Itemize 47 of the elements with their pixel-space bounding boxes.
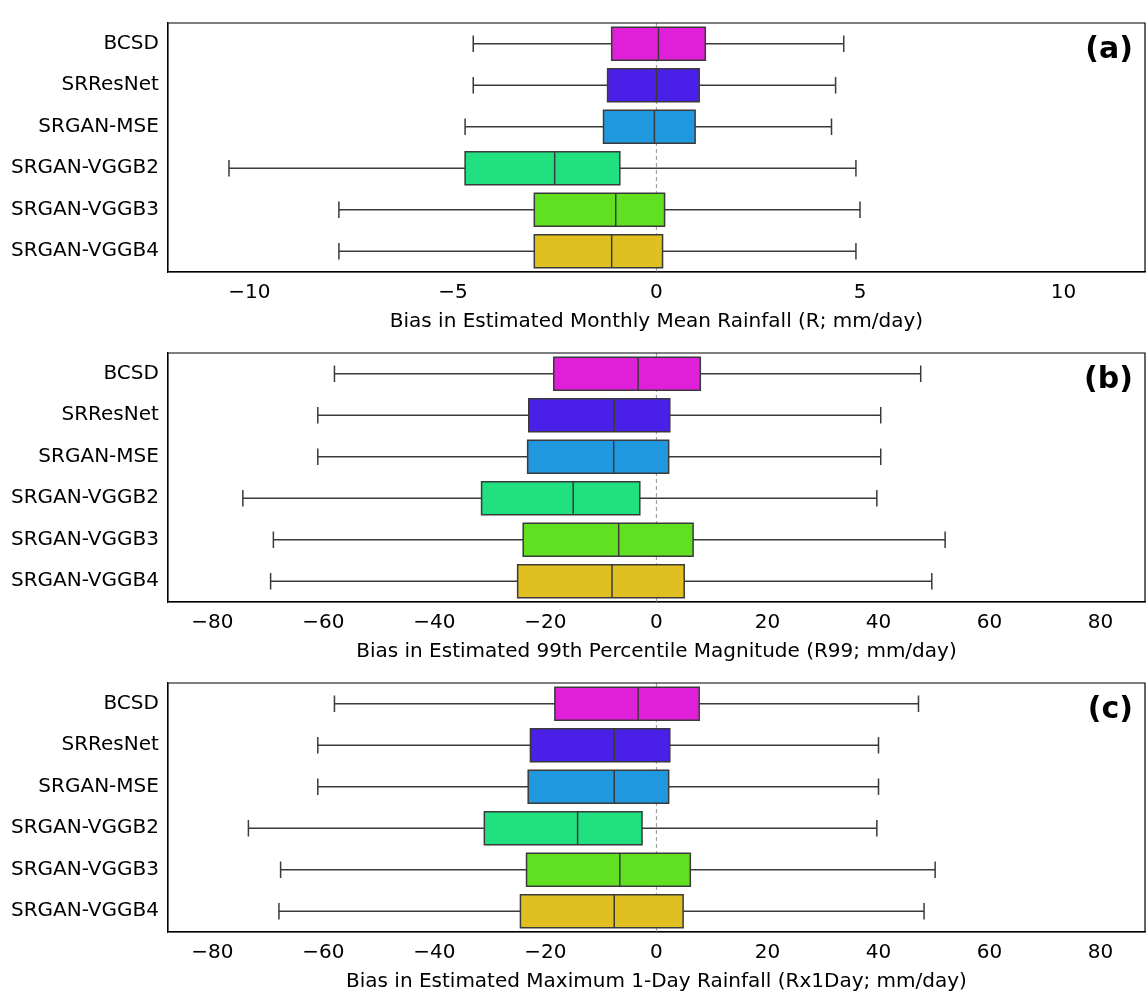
y-tick-label: SRGAN-VGGB2 — [10, 814, 159, 839]
x-tick-label: 0 — [650, 609, 663, 634]
x-tick-label: 60 — [976, 939, 1003, 964]
y-tick-label: SRGAN-VGGB3 — [10, 195, 159, 220]
x-tick-label: −20 — [524, 939, 567, 964]
x-axis-title: Bias in Estimated Maximum 1-Day Rainfall (Rx1Day; mm/day) — [346, 968, 967, 993]
y-tick-label: SRGAN-MSE — [38, 772, 159, 797]
x-tick-label: −10 — [228, 279, 271, 304]
x-tick-label: −20 — [524, 609, 567, 634]
x-tick-label: 80 — [1087, 939, 1114, 964]
x-tick-label: −80 — [191, 609, 234, 634]
x-tick-label: −40 — [413, 609, 456, 634]
x-tick-label: 20 — [754, 609, 781, 634]
x-tick-label: −60 — [302, 609, 345, 634]
x-tick-label: 80 — [1087, 609, 1114, 634]
x-tick-label: 20 — [754, 939, 781, 964]
y-tick-label: SRGAN-VGGB4 — [10, 567, 159, 592]
y-tick-label: SRGAN-MSE — [38, 442, 159, 467]
x-tick-label: 40 — [865, 609, 892, 634]
annotation: (a) — [1085, 29, 1133, 65]
x-axis-title: Bias in Estimated 99th Percentile Magnitude (R99; mm/day) — [356, 638, 957, 663]
y-tick-label: SRGAN-VGGB4 — [10, 237, 159, 262]
x-tick-label: −40 — [413, 939, 456, 964]
x-tick-label: 0 — [650, 279, 663, 304]
y-tick-label: BCSD — [103, 359, 159, 384]
x-axis-title: Bias in Estimated Monthly Mean Rainfall (R; mm/day) — [389, 308, 924, 333]
x-tick-label: 5 — [853, 279, 867, 304]
y-tick-label: SRResNet — [61, 71, 160, 96]
y-tick-label: SRResNet — [61, 731, 160, 756]
x-tick-label: 0 — [650, 939, 663, 964]
y-tick-label: SRGAN-VGGB4 — [10, 897, 159, 922]
annotation: (c) — [1087, 689, 1133, 725]
annotation: (b) — [1084, 359, 1133, 395]
y-tick-label: SRGAN-VGGB3 — [10, 855, 159, 880]
x-tick-label: 40 — [865, 939, 892, 964]
y-tick-label: SRGAN-MSE — [38, 112, 159, 137]
y-tick-label: SRGAN-VGGB3 — [10, 525, 159, 550]
x-tick-label: −80 — [191, 939, 234, 964]
x-tick-label: 60 — [976, 609, 1003, 634]
y-tick-label: SRGAN-VGGB2 — [10, 154, 159, 179]
y-tick-label: SRGAN-VGGB2 — [10, 484, 159, 509]
y-tick-label: SRResNet — [61, 401, 160, 426]
y-tick-label: BCSD — [103, 689, 159, 714]
y-tick-label: BCSD — [103, 29, 159, 54]
x-tick-label: 10 — [1050, 279, 1077, 304]
x-tick-label: −5 — [438, 279, 468, 304]
x-tick-label: −60 — [302, 939, 345, 964]
